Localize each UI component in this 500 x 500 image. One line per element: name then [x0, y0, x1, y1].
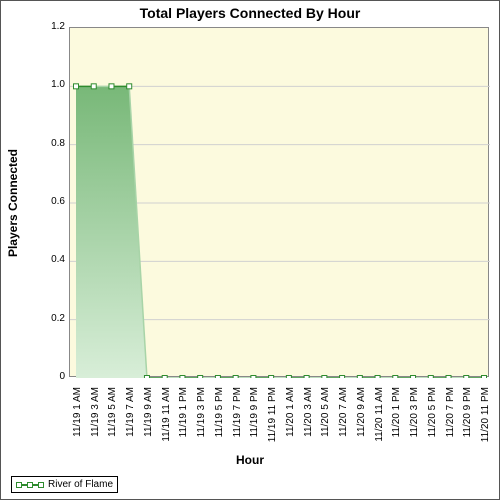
series-marker — [162, 376, 167, 379]
series-marker — [482, 376, 487, 379]
series-marker — [144, 376, 149, 379]
x-tick-label: 11/19 5 AM — [107, 387, 119, 467]
series-marker — [411, 376, 416, 379]
legend-marker — [27, 482, 33, 488]
y-tick-label: 0.4 — [35, 254, 65, 266]
y-tick-label: 1.0 — [35, 79, 65, 91]
chart-svg — [70, 28, 490, 378]
series-marker — [322, 376, 327, 379]
x-tick-label: 11/20 1 PM — [391, 387, 403, 467]
series-marker — [198, 376, 203, 379]
x-tick-label: 11/19 9 PM — [249, 387, 261, 467]
x-tick-label: 11/20 9 PM — [462, 387, 474, 467]
x-tick-label: 11/19 9 AM — [143, 387, 155, 467]
series-marker — [251, 376, 256, 379]
x-tick-label: 11/20 7 PM — [445, 387, 457, 467]
y-tick-label: 0.6 — [35, 196, 65, 208]
x-tick-label: 11/20 11 AM — [374, 387, 386, 467]
x-tick-label: 11/19 11 AM — [161, 387, 173, 467]
series-marker — [180, 376, 185, 379]
x-tick-label: 11/19 5 PM — [214, 387, 226, 467]
legend-label: River of Flame — [48, 479, 113, 490]
x-tick-label: 11/20 7 AM — [338, 387, 350, 467]
series-marker — [340, 376, 345, 379]
x-tick-label: 11/19 1 AM — [72, 387, 84, 467]
series-marker — [304, 376, 309, 379]
x-tick-label: 11/19 11 PM — [267, 387, 279, 467]
x-tick-label: 11/19 3 PM — [196, 387, 208, 467]
series-area — [76, 86, 484, 378]
x-tick-label: 11/20 9 AM — [356, 387, 368, 467]
x-tick-label: 11/20 5 AM — [320, 387, 332, 467]
legend-marker — [16, 482, 22, 488]
x-tick-label: 11/19 1 PM — [178, 387, 190, 467]
series-marker — [74, 84, 79, 89]
series-marker — [215, 376, 220, 379]
series-marker — [464, 376, 469, 379]
y-axis-label: Players Connected — [6, 103, 20, 303]
legend-swatch — [16, 480, 44, 490]
series-marker — [446, 376, 451, 379]
series-marker — [286, 376, 291, 379]
x-tick-label: 11/20 3 AM — [303, 387, 315, 467]
series-marker — [233, 376, 238, 379]
y-tick-label: 1.2 — [35, 21, 65, 33]
series-marker — [91, 84, 96, 89]
x-tick-label: 11/19 3 AM — [90, 387, 102, 467]
legend: River of Flame — [11, 476, 118, 493]
series-marker — [375, 376, 380, 379]
legend-marker — [38, 482, 44, 488]
x-tick-label: 11/20 1 AM — [285, 387, 297, 467]
x-tick-label: 11/20 3 PM — [409, 387, 421, 467]
y-tick-label: 0 — [35, 371, 65, 383]
chart-title: Total Players Connected By Hour — [1, 5, 499, 21]
x-tick-label: 11/20 11 PM — [480, 387, 492, 467]
series-marker — [393, 376, 398, 379]
x-tick-label: 11/19 7 PM — [232, 387, 244, 467]
series-marker — [109, 84, 114, 89]
x-tick-label: 11/19 7 AM — [125, 387, 137, 467]
x-tick-label: 11/20 5 PM — [427, 387, 439, 467]
y-tick-label: 0.8 — [35, 138, 65, 150]
y-tick-label: 0.2 — [35, 313, 65, 325]
series-marker — [428, 376, 433, 379]
series-marker — [269, 376, 274, 379]
chart-container: Total Players Connected By Hour Players … — [0, 0, 500, 500]
series-marker — [357, 376, 362, 379]
plot-area — [69, 27, 489, 377]
series-marker — [127, 84, 132, 89]
